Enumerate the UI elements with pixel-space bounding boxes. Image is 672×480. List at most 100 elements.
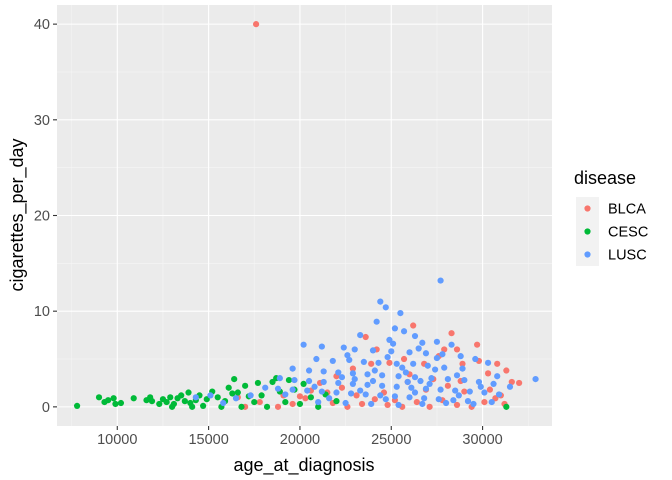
point-lusc xyxy=(477,383,484,390)
point-lusc xyxy=(495,391,503,398)
point-lusc xyxy=(371,367,378,374)
point-lusc xyxy=(406,349,413,356)
point-blca xyxy=(384,401,391,409)
point-lusc xyxy=(506,383,514,390)
point-lusc xyxy=(439,351,446,358)
point-lusc xyxy=(291,376,298,384)
legend-item-cesc: CESC xyxy=(576,220,648,243)
point-cesc xyxy=(238,403,245,410)
point-lusc xyxy=(192,394,199,401)
point-lusc xyxy=(435,396,442,403)
point-lusc xyxy=(391,325,399,332)
point-blca xyxy=(368,360,375,367)
point-blca xyxy=(444,382,451,389)
point-lusc xyxy=(411,374,419,381)
point-blca xyxy=(362,333,369,341)
point-cesc xyxy=(214,394,221,401)
point-blca xyxy=(516,379,523,387)
point-lusc xyxy=(369,347,377,354)
point-lusc xyxy=(311,383,318,390)
point-lusc xyxy=(207,392,214,399)
point-lusc xyxy=(426,380,433,387)
point-cesc xyxy=(117,399,125,407)
point-lusc xyxy=(346,356,353,364)
point-cesc xyxy=(333,398,340,405)
point-blca xyxy=(453,346,461,353)
point-lusc xyxy=(490,380,497,387)
point-cesc xyxy=(95,394,103,401)
legend-items: BLCA CESC LUSC xyxy=(576,197,648,266)
legend-title: disease xyxy=(574,168,636,188)
y-tick-label: 20 xyxy=(34,209,50,225)
legend-label: CESC xyxy=(608,225,648,241)
point-lusc xyxy=(300,341,307,348)
point-blca xyxy=(302,395,309,402)
legend-swatch xyxy=(584,251,591,258)
point-lusc xyxy=(344,352,351,359)
y-tick-label: 0 xyxy=(42,400,50,416)
point-lusc xyxy=(424,362,431,369)
point-lusc xyxy=(422,350,430,357)
point-lusc xyxy=(282,391,289,398)
point-blca xyxy=(386,359,393,366)
point-lusc xyxy=(472,355,479,363)
major-gridlines xyxy=(57,5,552,426)
point-cesc xyxy=(315,403,322,410)
point-lusc xyxy=(362,391,369,398)
point-blca xyxy=(503,367,510,374)
point-lusc xyxy=(422,385,430,392)
x-axis-title: age_at_diagnosis xyxy=(233,455,374,476)
point-lusc xyxy=(369,377,377,385)
point-lusc xyxy=(349,370,357,377)
point-cesc xyxy=(503,403,510,410)
legend-swatch xyxy=(584,205,591,212)
point-lusc xyxy=(333,389,340,396)
point-cesc xyxy=(282,398,289,406)
point-lusc xyxy=(389,340,397,347)
point-lusc xyxy=(453,372,461,379)
point-lusc xyxy=(399,364,406,371)
point-cesc xyxy=(73,402,81,410)
data-points xyxy=(73,21,539,410)
point-lusc xyxy=(364,371,371,378)
legend-item-lusc: LUSC xyxy=(576,243,647,266)
point-lusc xyxy=(289,365,296,372)
point-lusc xyxy=(289,386,296,393)
point-lusc xyxy=(318,388,325,395)
point-lusc xyxy=(408,384,415,391)
point-lusc xyxy=(494,373,501,380)
series-lusc xyxy=(192,277,539,409)
point-lusc xyxy=(377,298,384,305)
point-lusc xyxy=(326,395,333,402)
point-cesc xyxy=(229,390,236,397)
point-cesc xyxy=(285,376,293,384)
point-blca xyxy=(400,355,408,363)
point-cesc xyxy=(112,400,119,408)
point-cesc xyxy=(251,398,258,406)
point-lusc xyxy=(481,389,488,396)
point-lusc xyxy=(452,387,459,394)
point-lusc xyxy=(335,379,342,387)
y-tick-label: 30 xyxy=(34,113,50,129)
point-lusc xyxy=(388,348,395,355)
point-cesc xyxy=(200,402,207,410)
point-lusc xyxy=(419,400,426,408)
point-blca xyxy=(426,403,433,410)
y-tick-label: 10 xyxy=(34,304,50,320)
point-lusc xyxy=(433,354,441,362)
point-blca xyxy=(484,370,492,377)
point-lusc xyxy=(461,376,468,384)
point-lusc xyxy=(455,392,462,399)
point-cesc xyxy=(307,394,314,401)
point-blca xyxy=(296,393,304,400)
point-lusc xyxy=(532,376,539,383)
point-lusc xyxy=(466,388,473,395)
point-lusc xyxy=(305,367,313,374)
point-lusc xyxy=(232,395,240,402)
legend: disease BLCA CESC LUSC xyxy=(574,168,648,266)
point-lusc xyxy=(395,401,402,409)
point-cesc xyxy=(156,400,163,408)
point-cesc xyxy=(189,403,196,410)
point-lusc xyxy=(441,364,448,371)
